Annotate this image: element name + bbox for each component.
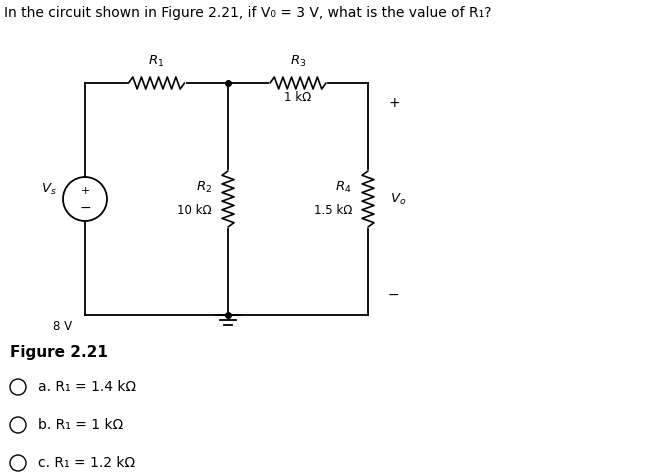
Text: $R_4$: $R_4$ xyxy=(336,179,352,194)
Text: c. R₁ = 1.2 kΩ: c. R₁ = 1.2 kΩ xyxy=(38,456,135,470)
Text: 1 kΩ: 1 kΩ xyxy=(284,91,312,104)
Text: −: − xyxy=(388,288,400,302)
Text: $V_o$: $V_o$ xyxy=(390,192,406,207)
Text: b. R₁ = 1 kΩ: b. R₁ = 1 kΩ xyxy=(38,418,123,432)
Text: +: + xyxy=(388,96,400,110)
Text: −: − xyxy=(79,201,91,215)
Text: Figure 2.21: Figure 2.21 xyxy=(10,345,108,360)
Text: $R_1$: $R_1$ xyxy=(149,54,165,69)
Text: $R_2$: $R_2$ xyxy=(196,179,212,194)
Text: 8 V: 8 V xyxy=(53,320,73,333)
Text: In the circuit shown in Figure 2.21, if V₀ = 3 V, what is the value of R₁?: In the circuit shown in Figure 2.21, if … xyxy=(4,6,491,20)
Text: +: + xyxy=(80,186,90,196)
Text: a. R₁ = 1.4 kΩ: a. R₁ = 1.4 kΩ xyxy=(38,380,136,394)
Text: $V_s$: $V_s$ xyxy=(42,182,57,197)
Text: $R_3$: $R_3$ xyxy=(290,54,306,69)
Text: 10 kΩ: 10 kΩ xyxy=(177,204,212,218)
Text: 1.5 kΩ: 1.5 kΩ xyxy=(313,204,352,218)
